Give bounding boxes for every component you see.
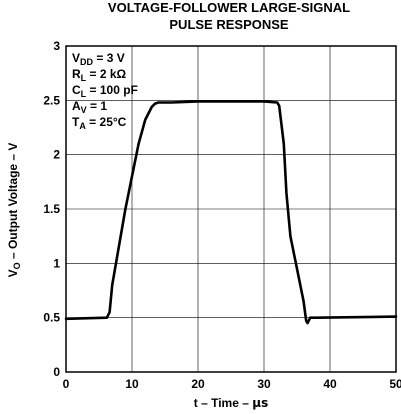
- plot-frame: [65, 45, 397, 373]
- condition-av: AV = 1: [72, 99, 107, 115]
- y-axis-label: VO – Output Voltage – V: [6, 143, 22, 278]
- x-tick-label: 20: [191, 377, 205, 391]
- y-tick-label: 0.5: [43, 311, 60, 325]
- y-tick-label: 2.5: [43, 93, 60, 107]
- y-tick-label: 2: [53, 148, 60, 162]
- x-tick-label: 0: [63, 377, 70, 391]
- condition-cl: CL = 100 pF: [72, 83, 138, 99]
- x-tick-label: 50: [389, 377, 401, 391]
- series-line: [64, 100, 398, 325]
- y-tick-label: 1: [53, 256, 60, 270]
- series-output-voltage: [64, 100, 398, 325]
- condition-ta: TA = 25°C: [72, 115, 127, 131]
- y-tick-label: 0: [53, 365, 60, 379]
- condition-vdd: VDD = 3 V: [72, 51, 125, 67]
- x-tick-label: 10: [125, 377, 139, 391]
- y-tick-labels: 0 0.5 1 1.5 2 2.5 3: [43, 39, 60, 379]
- y-tick-label: 3: [53, 39, 60, 53]
- condition-rl: RL = 2 kΩ: [72, 67, 127, 83]
- x-tick-labels: 0 10 20 30 40 50: [63, 377, 401, 391]
- x-tick-label: 40: [323, 377, 337, 391]
- y-tick-label: 1.5: [43, 202, 60, 216]
- x-tick-label: 30: [257, 377, 271, 391]
- chart-title-line-1: VOLTAGE-FOLLOWER LARGE-SIGNAL: [108, 0, 350, 15]
- chart-title-line-2: PULSE RESPONSE: [169, 17, 289, 32]
- x-axis-label: t – Time – μs: [194, 396, 268, 410]
